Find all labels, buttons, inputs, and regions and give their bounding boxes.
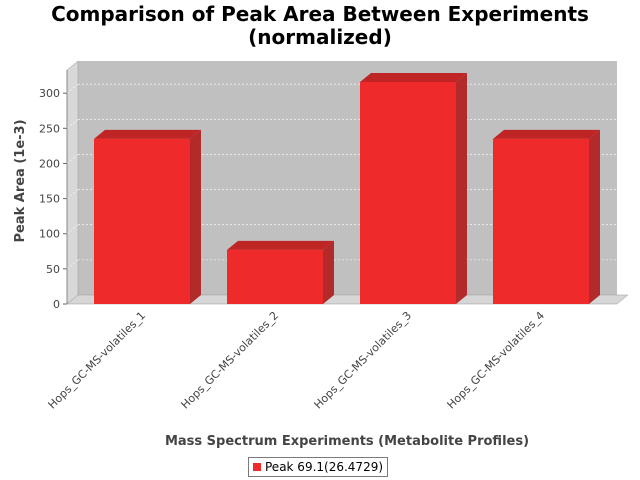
x-axis-title: Mass Spectrum Experiments (Metabolite Pr… bbox=[165, 434, 529, 449]
y-tick-label: 200 bbox=[39, 157, 60, 170]
y-tick-label: 50 bbox=[46, 263, 60, 276]
bar-top bbox=[493, 129, 600, 139]
y-tick-label: 300 bbox=[39, 87, 60, 100]
bar bbox=[493, 138, 589, 304]
chart-title-line1: Comparison of Peak Area Between Experime… bbox=[51, 2, 589, 26]
bar bbox=[94, 138, 190, 304]
y-tick-label: 150 bbox=[39, 193, 60, 206]
y-tick-label: 0 bbox=[53, 298, 60, 311]
chart-title-line2: (normalized) bbox=[248, 25, 392, 49]
bar-top bbox=[227, 240, 334, 250]
bar-side bbox=[589, 129, 600, 304]
plot-left-wall bbox=[66, 60, 79, 305]
legend-label: Peak 69.1(26.4729) bbox=[265, 460, 384, 474]
x-tick-label: Hops_GC-MS-volatiles_4 bbox=[445, 309, 548, 412]
y-axis-title: Peak Area (1e-3) bbox=[13, 119, 28, 242]
x-tick-label: Hops_GC-MS-volatiles_2 bbox=[179, 309, 282, 412]
y-tick-label: 250 bbox=[39, 122, 60, 135]
bar-side bbox=[456, 72, 467, 304]
y-tick-label: 100 bbox=[39, 228, 60, 241]
bar bbox=[360, 81, 456, 304]
bar-top bbox=[94, 129, 201, 139]
x-tick-label: Hops_GC-MS-volatiles_3 bbox=[312, 309, 415, 412]
bar-top bbox=[360, 72, 467, 82]
legend-swatch bbox=[253, 463, 261, 471]
legend: Peak 69.1(26.4729) bbox=[248, 457, 389, 477]
x-tick-label: Hops_GC-MS-volatiles_1 bbox=[46, 309, 149, 412]
bar-side bbox=[190, 129, 201, 304]
bar-side bbox=[323, 240, 334, 304]
bar bbox=[227, 249, 323, 304]
